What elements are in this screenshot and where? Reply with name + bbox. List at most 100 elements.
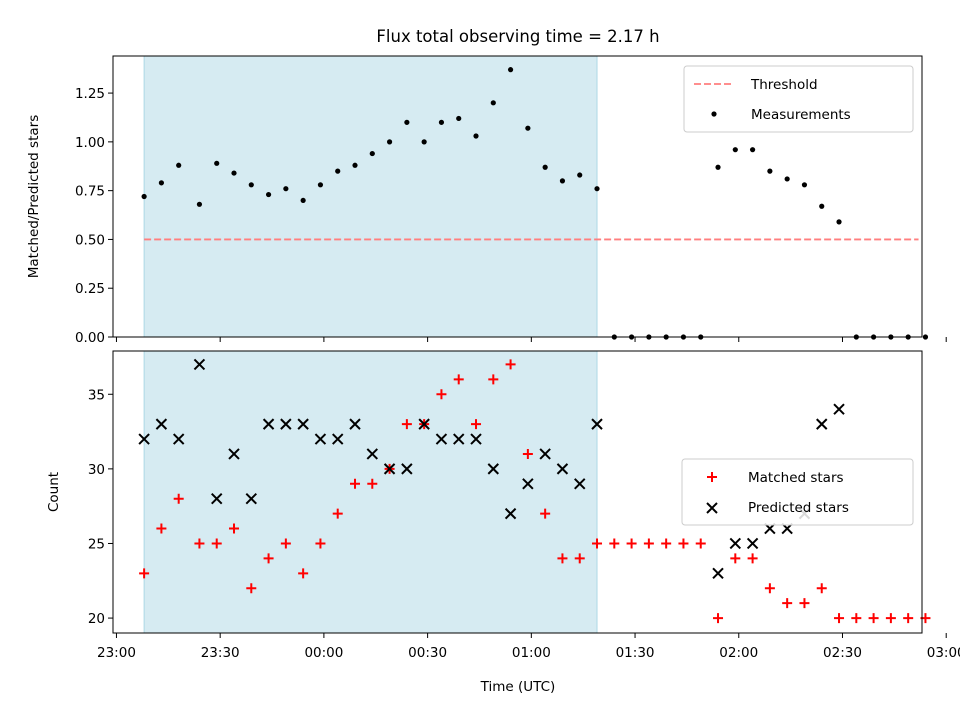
axes-frame	[112, 350, 923, 634]
measurement-point	[335, 168, 341, 174]
matched-star-point	[436, 389, 447, 400]
x-tick-label: 02:30	[823, 645, 862, 661]
predicted-star-point	[746, 537, 759, 550]
predicted-star-point	[211, 493, 223, 505]
measurement-point	[922, 334, 929, 340]
measurement-point	[542, 164, 548, 170]
y-tick-label: 35	[88, 387, 105, 403]
measurement-point	[438, 119, 445, 125]
predicted-star-point	[574, 478, 586, 490]
measurement-point	[158, 180, 165, 186]
predicted-star-point	[280, 418, 292, 430]
matched-star-point	[471, 419, 482, 430]
matched-star-point	[280, 538, 291, 549]
measurement-point	[386, 139, 393, 145]
matched-star-point	[298, 568, 309, 579]
measurement-point	[767, 168, 773, 174]
x-tick-label: 02:00	[719, 645, 758, 661]
panel-bottom: 20 25 30 35 23:00 23:30 00:00 00:30 01:00 01:30 02…	[46, 350, 960, 661]
matched-star-point	[782, 598, 793, 609]
matched-star-point	[799, 598, 810, 609]
y-tick-label: 0.50	[75, 232, 105, 248]
measurement-point	[141, 193, 147, 200]
legend-matched-marker	[707, 472, 717, 482]
legend-predicted-marker	[706, 502, 718, 514]
y-axis-label: Matched/Predicted stars	[26, 115, 42, 278]
matched-star-point	[367, 478, 378, 489]
measurement-point	[265, 191, 272, 198]
matched-star-point	[834, 613, 845, 624]
predicted-star-point	[591, 418, 603, 430]
predicted-star-point	[314, 433, 327, 445]
measurement-point	[819, 203, 825, 209]
y-tick-label: 20	[88, 611, 105, 627]
matched-star-point	[885, 613, 896, 624]
legend-measurement-label: Measurements	[751, 107, 851, 123]
measurement-point	[317, 182, 324, 188]
y-axis-label: Count	[46, 472, 62, 512]
predicted-star-point	[522, 478, 534, 490]
measurement-point	[176, 162, 182, 168]
measurement-point	[300, 197, 306, 204]
panel-top: 0.00 0.25 0.50 0.75 1.00 1.25 Matched/Predicte…	[26, 55, 947, 346]
x-tick-label: 01:30	[616, 645, 655, 661]
matched-star-point	[505, 359, 516, 370]
predicted-star-point	[556, 463, 569, 475]
matched-star-point	[868, 613, 879, 624]
matched-star-point	[139, 568, 150, 579]
measurement-point	[594, 186, 600, 192]
x-axis-label: Time (UTC)	[480, 679, 556, 695]
measurement-point	[715, 164, 721, 170]
matched-star-point	[678, 538, 689, 549]
matched-star-point	[173, 493, 184, 504]
observing-span-shade	[143, 350, 598, 634]
matched-star-point	[229, 523, 240, 534]
predicted-star-point	[712, 567, 724, 580]
matched-star-point	[816, 583, 827, 594]
predicted-star-point	[349, 418, 361, 430]
predicted-star-point	[366, 448, 379, 460]
measurement-point	[248, 182, 254, 188]
predicted-star-point	[172, 433, 185, 445]
measurement-point	[732, 147, 738, 153]
measurement-point	[352, 162, 358, 168]
predicted-star-point	[435, 433, 448, 445]
predicted-star-point	[539, 448, 551, 460]
y-tick-label: 0.00	[75, 330, 105, 346]
predicted-star-point	[487, 463, 500, 475]
matched-star-point	[851, 613, 862, 624]
matched-star-point	[401, 419, 412, 430]
predicted-star-point	[470, 433, 482, 445]
x-tick-label: 00:30	[408, 645, 447, 661]
matched-star-point	[747, 553, 758, 564]
measurement-point	[749, 147, 756, 153]
measurement-point	[231, 170, 237, 176]
predicted-star-point	[504, 507, 517, 520]
measurement-point	[456, 115, 462, 122]
matched-star-point	[592, 538, 603, 549]
matched-star-point	[350, 478, 361, 489]
x-tick-label: 01:00	[512, 645, 551, 661]
matched-star-point	[661, 538, 672, 549]
predicted-star-point	[833, 403, 845, 415]
predicted-star-point	[729, 537, 742, 550]
legend-measurement-marker	[711, 111, 717, 117]
y-tick-label: 1.25	[75, 86, 105, 102]
x-tick-label: 23:30	[201, 645, 240, 661]
predicted-star-point	[401, 463, 413, 475]
matched-star-point	[764, 583, 775, 594]
matched-star-point	[903, 613, 914, 624]
measurement-point	[196, 201, 203, 207]
matched-star-point	[609, 538, 620, 549]
y-tick-label: 0.75	[75, 184, 105, 200]
predicted-star-point	[155, 418, 168, 430]
predicted-star-point	[418, 418, 430, 430]
matched-star-point	[263, 553, 274, 564]
measurement-point	[214, 160, 220, 166]
y-tick-label: 1.00	[75, 135, 105, 151]
predicted-star-point	[138, 433, 150, 445]
y-tick-label: 0.25	[75, 281, 105, 297]
x-tick-label: 03:00	[927, 645, 960, 661]
matched-star-point	[522, 448, 533, 459]
